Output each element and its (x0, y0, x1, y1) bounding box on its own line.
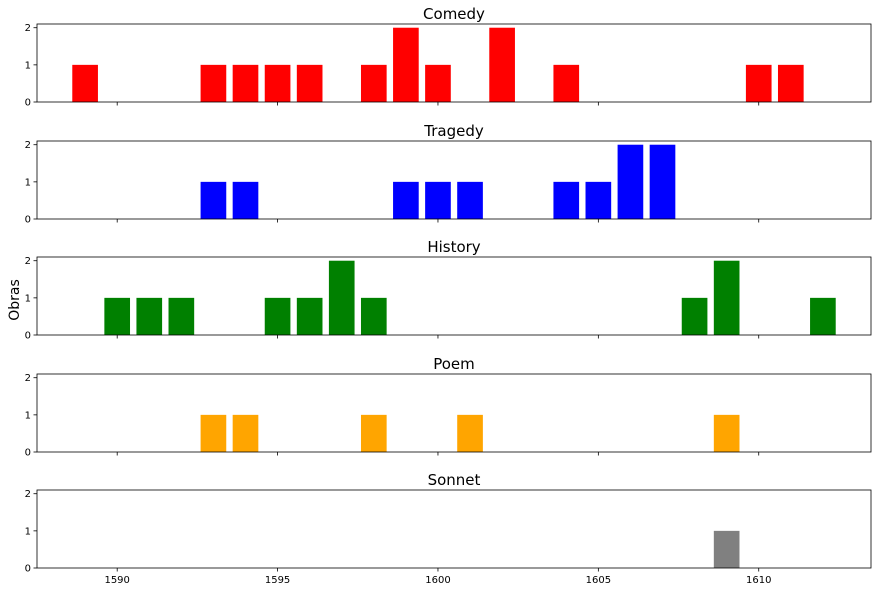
x-tick-label: 1590 (104, 575, 129, 586)
y-tick-label: 1 (25, 60, 31, 71)
y-tick-label: 2 (25, 489, 31, 500)
panel-title: History (427, 238, 480, 256)
bar-poem-1598 (360, 414, 387, 452)
panel-title: Poem (433, 355, 475, 373)
panel-sonnet: Sonnet 0 1 2 1590 1595 1600 1605 1610 (25, 471, 872, 586)
bar-history-1609 (713, 260, 740, 335)
bar-history-1592 (168, 297, 195, 335)
y-tick-label: 0 (25, 564, 31, 575)
y-tick-label: 2 (25, 140, 31, 151)
bar-comedy-1598 (360, 64, 387, 102)
bar-comedy-1589 (72, 64, 98, 102)
bar-tragedy-1605 (585, 181, 612, 219)
panel-title: Comedy (423, 5, 485, 23)
bar-comedy-1602 (489, 27, 515, 102)
bar-comedy-1604 (553, 64, 580, 102)
y-tick-label: 0 (25, 215, 31, 226)
bar-tragedy-1604 (553, 181, 580, 219)
x-tick-label: 1605 (586, 575, 611, 586)
bar-comedy-1611 (777, 64, 804, 102)
y-tick-label: 1 (25, 177, 31, 188)
x-tick-label: 1600 (425, 575, 450, 586)
bar-poem-1594 (232, 414, 259, 452)
y-tick-label: 1 (25, 410, 31, 421)
x-tick-label: 1610 (746, 575, 771, 586)
bar-history-1595 (264, 297, 291, 335)
bar-tragedy-1599 (393, 181, 419, 219)
bar-comedy-1600 (425, 64, 451, 102)
panel-frame (36, 256, 872, 336)
bar-tragedy-1594 (232, 181, 259, 219)
panel-title: Tragedy (423, 122, 484, 140)
y-tick-label: 1 (25, 293, 31, 304)
bar-poem-1609 (713, 414, 740, 452)
x-tick-label: 1595 (265, 575, 290, 586)
y-tick-label: 2 (25, 373, 31, 384)
bar-history-1596 (296, 297, 323, 335)
bar-tragedy-1593 (200, 181, 227, 219)
y-tick-label: 0 (25, 98, 31, 109)
bar-poem-1601 (457, 414, 483, 452)
bar-poem-1593 (200, 414, 227, 452)
panel-title: Sonnet (428, 471, 481, 489)
bar-history-1597 (328, 260, 355, 335)
bar-history-1598 (360, 297, 387, 335)
y-tick-label: 2 (25, 23, 31, 34)
y-tick-label: 0 (25, 331, 31, 342)
panel-history: History 0 1 2 (25, 238, 872, 342)
bar-comedy-1610 (745, 64, 772, 102)
bar-comedy-1595 (264, 64, 291, 102)
bar-comedy-1594 (232, 64, 259, 102)
panel-frame (36, 373, 872, 453)
bar-tragedy-1606 (617, 144, 644, 219)
panel-frame (36, 23, 872, 103)
bar-tragedy-1601 (457, 181, 483, 219)
y-axis-label: Obras (7, 279, 23, 321)
bar-history-1612 (810, 297, 836, 335)
bar-history-1608 (681, 297, 708, 335)
bar-tragedy-1600 (425, 181, 451, 219)
bar-comedy-1599 (393, 27, 419, 102)
bar-sonnet-1609 (713, 530, 740, 568)
bar-tragedy-1607 (649, 144, 676, 219)
bar-history-1590 (104, 297, 131, 335)
panel-frame (36, 489, 872, 569)
y-tick-label: 0 (25, 448, 31, 459)
y-tick-label: 1 (25, 526, 31, 537)
panel-tragedy: Tragedy 0 1 2 (25, 122, 872, 226)
bar-comedy-1593 (200, 64, 227, 102)
y-tick-label: 2 (25, 256, 31, 267)
bar-history-1591 (136, 297, 163, 335)
bar-comedy-1596 (296, 64, 323, 102)
panel-frame (36, 140, 872, 220)
panel-comedy: Comedy 0 1 2 (25, 5, 872, 109)
panel-poem: Poem 0 1 2 (25, 355, 872, 459)
